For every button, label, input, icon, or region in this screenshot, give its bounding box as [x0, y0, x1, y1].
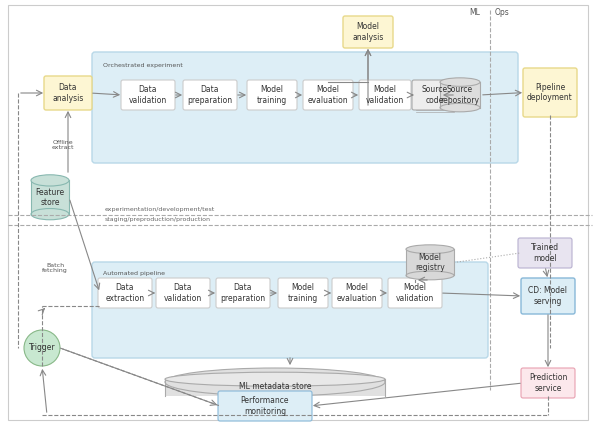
Text: Model
validation: Model validation — [366, 85, 404, 105]
Text: Source
code: Source code — [422, 85, 448, 105]
Text: Model
evaluation: Model evaluation — [308, 85, 349, 105]
FancyBboxPatch shape — [165, 379, 385, 396]
FancyBboxPatch shape — [31, 181, 69, 214]
FancyBboxPatch shape — [156, 278, 210, 308]
Text: Automated pipeline: Automated pipeline — [103, 271, 165, 276]
Ellipse shape — [31, 175, 69, 186]
FancyBboxPatch shape — [183, 80, 237, 110]
Text: Data
validation: Data validation — [164, 283, 202, 303]
FancyBboxPatch shape — [359, 80, 411, 110]
FancyBboxPatch shape — [523, 68, 577, 117]
FancyBboxPatch shape — [343, 16, 393, 48]
Ellipse shape — [406, 245, 454, 254]
Text: Model
evaluation: Model evaluation — [337, 283, 377, 303]
Text: Model
validation: Model validation — [396, 283, 434, 303]
FancyBboxPatch shape — [303, 80, 353, 110]
Text: Batch
fetching: Batch fetching — [42, 263, 68, 273]
FancyBboxPatch shape — [440, 82, 480, 108]
Text: Data
analysis: Data analysis — [52, 83, 84, 103]
Ellipse shape — [31, 208, 69, 220]
Text: Data
preparation: Data preparation — [187, 85, 232, 105]
Text: Prediction
service: Prediction service — [529, 373, 567, 393]
Text: Model
analysis: Model analysis — [352, 22, 383, 42]
Ellipse shape — [440, 103, 480, 112]
Circle shape — [24, 330, 60, 366]
FancyBboxPatch shape — [216, 278, 270, 308]
Ellipse shape — [440, 78, 480, 86]
Text: Model
training: Model training — [257, 85, 287, 105]
FancyBboxPatch shape — [388, 278, 442, 308]
FancyBboxPatch shape — [44, 76, 92, 110]
Text: ML metadata store: ML metadata store — [239, 382, 311, 391]
Ellipse shape — [406, 271, 454, 280]
FancyBboxPatch shape — [521, 368, 575, 398]
Text: CD: Model
serving: CD: Model serving — [529, 286, 568, 306]
FancyBboxPatch shape — [218, 391, 312, 421]
Text: Orchestrated experiment: Orchestrated experiment — [103, 63, 183, 68]
FancyBboxPatch shape — [278, 278, 328, 308]
Text: ML: ML — [469, 8, 480, 17]
Text: experimentation/development/test: experimentation/development/test — [105, 207, 216, 212]
Text: Source
repository: Source repository — [441, 85, 480, 105]
Text: staging/preproduction/production: staging/preproduction/production — [105, 217, 211, 222]
FancyBboxPatch shape — [412, 80, 458, 110]
FancyBboxPatch shape — [247, 80, 297, 110]
Text: Offline
extract: Offline extract — [52, 139, 74, 151]
Text: Data
extraction: Data extraction — [105, 283, 144, 303]
Text: Data
validation: Data validation — [129, 85, 167, 105]
FancyBboxPatch shape — [92, 262, 488, 358]
Text: Feature
store: Feature store — [36, 188, 64, 207]
FancyBboxPatch shape — [332, 278, 382, 308]
FancyBboxPatch shape — [518, 238, 572, 268]
FancyBboxPatch shape — [92, 52, 518, 163]
Ellipse shape — [165, 368, 385, 396]
Text: Trained
model: Trained model — [531, 243, 559, 263]
Text: Model
training: Model training — [288, 283, 318, 303]
Text: Model
registry: Model registry — [415, 253, 445, 272]
FancyBboxPatch shape — [406, 249, 454, 275]
Text: Trigger: Trigger — [29, 344, 55, 353]
Ellipse shape — [165, 372, 385, 386]
FancyBboxPatch shape — [121, 80, 175, 110]
Text: Pipeline
deployment: Pipeline deployment — [527, 83, 573, 102]
FancyBboxPatch shape — [98, 278, 152, 308]
FancyBboxPatch shape — [521, 278, 575, 314]
Text: Data
preparation: Data preparation — [220, 283, 265, 303]
Text: Ops: Ops — [495, 8, 510, 17]
Text: Performance
monitoring: Performance monitoring — [241, 396, 289, 416]
